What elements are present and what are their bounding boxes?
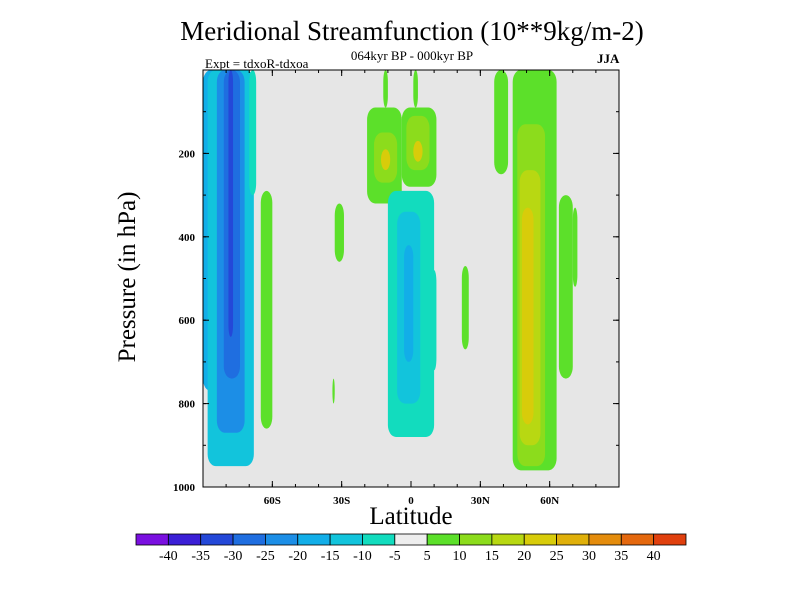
- chart-subtitle: 064kyr BP - 000kyr BP: [350, 48, 474, 63]
- colorbar-swatch: [329, 533, 363, 546]
- colorbar-label: 5: [424, 549, 431, 564]
- colorbar-label: 40: [647, 549, 661, 564]
- contour-region: [494, 70, 509, 175]
- x-tick-label: 0: [408, 495, 414, 507]
- y-tick-label: 200: [179, 148, 196, 160]
- contour-region: [521, 207, 534, 425]
- contour-region: [249, 70, 257, 196]
- experiment-label: Expt = tdxoR-tdxoa: [205, 56, 309, 71]
- colorbar-label: -15: [321, 549, 340, 564]
- contour-region: [260, 190, 273, 429]
- y-tick-label: 1000: [173, 482, 196, 494]
- contour-region: [332, 378, 335, 404]
- contour-region: [380, 149, 391, 171]
- season-label: JJA: [597, 51, 620, 66]
- colorbar-swatch: [653, 533, 687, 546]
- colorbar-swatch: [556, 533, 590, 546]
- colorbar-swatch: [362, 533, 396, 546]
- contour-region: [431, 270, 437, 371]
- colorbar-label: 20: [517, 549, 531, 564]
- contour-region: [558, 195, 573, 379]
- colorbar-swatch: [232, 533, 266, 546]
- x-tick-label: 60S: [264, 495, 281, 507]
- contour-region: [228, 70, 234, 337]
- colorbar-swatch: [167, 533, 202, 546]
- colorbar-label: 10: [453, 549, 467, 564]
- y-tick-label: 800: [179, 399, 196, 411]
- colorbar-swatch: [459, 533, 493, 546]
- contour-region: [383, 70, 388, 108]
- contour-region: [572, 207, 578, 287]
- colorbar-label: -25: [256, 549, 275, 564]
- colorbar-swatch: [523, 533, 557, 546]
- colorbar-swatch: [265, 533, 299, 546]
- colorbar-label: -40: [159, 549, 178, 564]
- chart-title: Meridional Streamfunction (10**9kg/m-2): [180, 16, 644, 46]
- colorbar-label: 30: [582, 549, 596, 564]
- x-axis-label: Latitude: [369, 503, 453, 530]
- contour-region: [413, 140, 423, 162]
- colorbar-swatch: [297, 533, 331, 546]
- contour-region: [461, 265, 469, 350]
- x-tick-label: 30N: [471, 495, 490, 507]
- colorbar-swatch: [588, 533, 622, 546]
- colorbar-label: -10: [353, 549, 372, 564]
- contour-region: [334, 203, 344, 262]
- colorbar-label: -20: [288, 549, 307, 564]
- colorbar-label: 35: [614, 549, 628, 564]
- colorbar-swatch: [620, 533, 655, 546]
- colorbar-swatch: [135, 533, 169, 546]
- x-tick-label: 30S: [333, 495, 350, 507]
- colorbar-label: -35: [191, 549, 210, 564]
- y-tick-label: 600: [179, 315, 196, 327]
- contour-region: [413, 70, 418, 108]
- colorbar-label: -5: [389, 549, 401, 564]
- colorbar-swatch: [491, 533, 525, 546]
- x-tick-label: 60N: [540, 495, 559, 507]
- contour-region: [404, 245, 414, 362]
- colorbar-label: -30: [224, 549, 243, 564]
- colorbar-swatch: [394, 533, 428, 546]
- y-tick-label: 400: [179, 232, 196, 244]
- colorbar-swatch: [200, 533, 234, 546]
- colorbar-label: 25: [550, 549, 564, 564]
- colorbar-label: 15: [485, 549, 499, 564]
- colorbar-swatch: [426, 533, 460, 546]
